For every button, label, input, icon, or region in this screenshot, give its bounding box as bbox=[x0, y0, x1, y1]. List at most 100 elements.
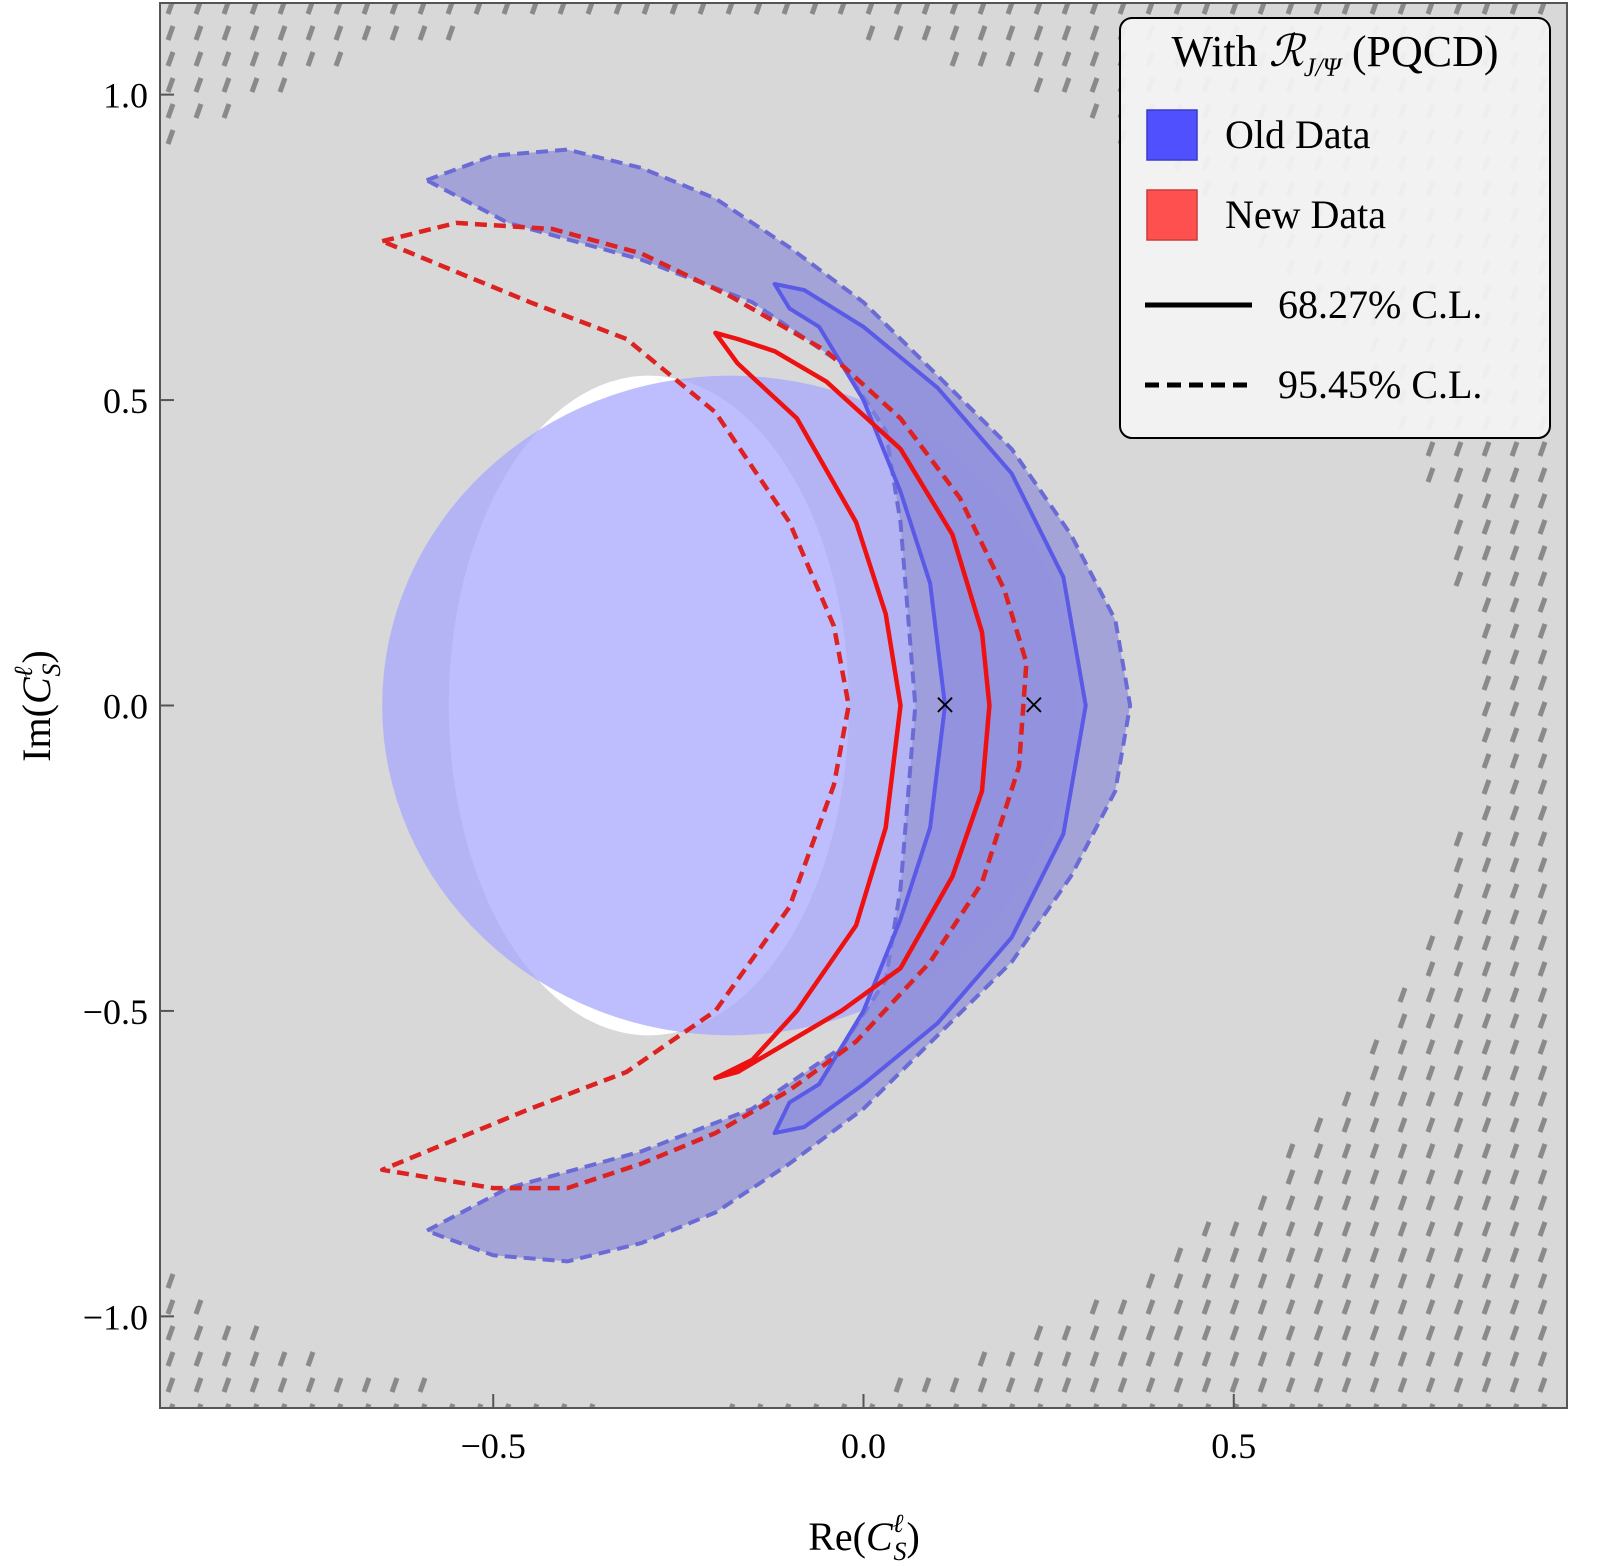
hatch-stroke-1064 bbox=[1565, 35, 1567, 40]
hatch-stroke-62 bbox=[56, 208, 61, 222]
hatch-stroke-634 bbox=[1285, 1273, 1296, 1289]
hatch-stroke-43 bbox=[28, 1300, 33, 1314]
hatch-stroke-186 bbox=[224, 1534, 229, 1548]
hatch-stroke-983 bbox=[1509, 1091, 1520, 1107]
hatch-stroke-993 bbox=[1509, 1351, 1520, 1367]
hatch-stroke-1065 bbox=[1565, 61, 1567, 66]
hatch-stroke-238 bbox=[361, 3, 371, 15]
hatch-stroke-742 bbox=[1372, 1534, 1377, 1548]
hatch-stroke-923 bbox=[1481, 1117, 1492, 1133]
hatch-stroke-196 bbox=[252, 1430, 257, 1444]
hatch-stroke-30 bbox=[28, 52, 33, 66]
hatch-stroke-237 bbox=[336, 1560, 341, 1566]
hatch-stroke-442 bbox=[1008, 1403, 1016, 1408]
hatch-stroke-812 bbox=[1425, 1169, 1436, 1185]
hatch-stroke-694 bbox=[1341, 1221, 1352, 1237]
hatch-stroke-1125 bbox=[1596, 26, 1600, 40]
hatch-stroke-203 bbox=[277, 25, 288, 41]
hatch-stroke-458 bbox=[1036, 1456, 1041, 1470]
hatch-stroke-1096 bbox=[1565, 867, 1567, 872]
hatch-stroke-194 bbox=[249, 1377, 260, 1393]
hatch-stroke-847 bbox=[1453, 493, 1464, 509]
hatch-stroke-1169 bbox=[1596, 1170, 1600, 1184]
hatch-stroke-729 bbox=[1369, 1195, 1380, 1211]
hatch-stroke-350 bbox=[728, 1508, 733, 1522]
hatch-stroke-465 bbox=[1061, 51, 1072, 67]
hatch-stroke-581 bbox=[1229, 1273, 1240, 1289]
hatch-stroke-455 bbox=[1033, 1377, 1044, 1393]
hatch-stroke-234 bbox=[336, 1482, 341, 1496]
hatch-stroke-1095 bbox=[1565, 841, 1567, 846]
hatch-stroke-427 bbox=[977, 51, 988, 67]
hatch-stroke-1179 bbox=[1596, 1430, 1600, 1444]
hatch-stroke-811 bbox=[1425, 1143, 1436, 1159]
hatch-stroke-228 bbox=[333, 25, 344, 41]
hatch-stroke-706 bbox=[1344, 1534, 1349, 1548]
hatch-stroke-66 bbox=[56, 1274, 61, 1288]
hatch-stroke-114 bbox=[112, 1430, 117, 1444]
hatch-stroke-739 bbox=[1372, 1456, 1377, 1470]
hatch-stroke-1088 bbox=[1565, 659, 1567, 664]
hatch-stroke-332 bbox=[672, 1430, 677, 1444]
hatch-stroke-1168 bbox=[1596, 1144, 1600, 1158]
hatch-stroke-309 bbox=[585, 3, 595, 15]
hatch-stroke-166 bbox=[196, 1403, 204, 1408]
hatch-stroke-491 bbox=[1092, 1534, 1097, 1548]
hatch-stroke-970 bbox=[1509, 753, 1520, 769]
hatch-stroke-285 bbox=[501, 3, 511, 15]
hatch-stroke-1101 bbox=[1565, 997, 1567, 1002]
hatch-stroke-676 bbox=[1341, 3, 1351, 15]
hatch-stroke-1172 bbox=[1596, 1248, 1600, 1262]
hatch-stroke-469 bbox=[1061, 1377, 1072, 1393]
hatch-stroke-902 bbox=[1481, 571, 1492, 587]
hatch-stroke-521 bbox=[1148, 1403, 1156, 1408]
hatch-stroke-508 bbox=[1120, 1534, 1125, 1548]
hatch-stroke-562 bbox=[1201, 1377, 1212, 1393]
hatch-stroke-1109 bbox=[1565, 1205, 1567, 1210]
hatch-stroke-658 bbox=[1313, 1117, 1324, 1133]
hatch-stroke-607 bbox=[1257, 1299, 1268, 1315]
hatch-stroke-37 bbox=[28, 234, 33, 248]
hatch-stroke-239 bbox=[361, 25, 372, 41]
hatch-stroke-1063 bbox=[1565, 9, 1567, 14]
hatch-stroke-770 bbox=[1397, 1221, 1408, 1237]
hatch-stroke-18 bbox=[0, 1326, 5, 1340]
hatch-stroke-152 bbox=[168, 1456, 173, 1470]
hatch-stroke-997 bbox=[1512, 1456, 1517, 1470]
hatch-stroke-83 bbox=[84, 130, 89, 144]
hatch-stroke-78 bbox=[84, 0, 89, 14]
hatch-stroke-569 bbox=[1204, 1560, 1209, 1566]
hatch-stroke-707 bbox=[1344, 1560, 1349, 1566]
hatch-stroke-905 bbox=[1481, 649, 1492, 665]
hatch-stroke-344 bbox=[700, 1560, 705, 1566]
hatch-stroke-299 bbox=[532, 1534, 537, 1548]
best-fit-markers: × × bbox=[934, 685, 1044, 727]
hatch-stroke-260 bbox=[417, 1377, 428, 1393]
hatch-stroke-274 bbox=[448, 1508, 453, 1522]
hatch-stroke-198 bbox=[252, 1482, 257, 1496]
hatch-stroke-743 bbox=[1372, 1560, 1377, 1566]
hatch-stroke-241 bbox=[364, 1403, 372, 1408]
hatch-stroke-675 bbox=[1316, 1560, 1321, 1566]
hatch-stroke-112 bbox=[112, 1378, 117, 1392]
y-axis-ticks: 1.0 0.5 0.0 −0.5 −1.0 bbox=[83, 76, 174, 1337]
hatch-stroke-989 bbox=[1509, 1247, 1520, 1263]
hatch-stroke-240 bbox=[361, 1377, 372, 1393]
hatch-stroke-451 bbox=[1033, 51, 1044, 67]
hatch-stroke-1115 bbox=[1565, 1361, 1567, 1366]
hatch-stroke-1180 bbox=[1596, 1456, 1600, 1470]
hatch-stroke-93 bbox=[84, 1404, 89, 1418]
hatch-stroke-341 bbox=[700, 1482, 705, 1496]
hatch-stroke-100 bbox=[112, 0, 117, 14]
hatch-stroke-296 bbox=[532, 1456, 537, 1470]
hatch-stroke-940 bbox=[1484, 1560, 1489, 1566]
hatch-stroke-1041 bbox=[1537, 1013, 1548, 1029]
hatch-stroke-440 bbox=[1005, 1351, 1016, 1367]
hatch-stroke-345 bbox=[725, 3, 735, 15]
hatch-stroke-1134 bbox=[1596, 260, 1600, 274]
hatch-stroke-590 bbox=[1232, 1508, 1237, 1522]
hatch-stroke-329 bbox=[644, 1534, 649, 1548]
hatch-stroke-57 bbox=[56, 78, 61, 92]
hatch-stroke-1110 bbox=[1565, 1231, 1567, 1236]
hatch-stroke-584 bbox=[1229, 1351, 1240, 1367]
